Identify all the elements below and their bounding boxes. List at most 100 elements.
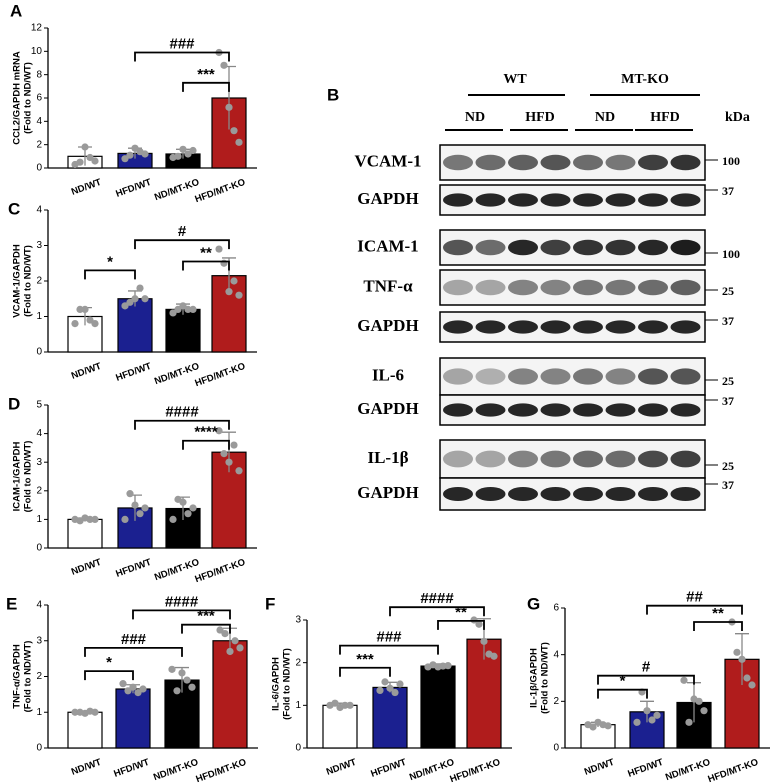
blot-band <box>605 154 636 171</box>
row-label: GAPDH <box>357 399 418 418</box>
significance-label: *** <box>197 608 215 625</box>
y-tick-label: 3 <box>295 615 301 626</box>
blot-band <box>670 320 701 334</box>
x-tick-label: ND/MT-KO <box>153 361 201 387</box>
significance-bracket <box>181 623 231 634</box>
data-point <box>179 302 187 310</box>
row-label: IL-1β <box>367 448 408 467</box>
x-tick-label: HFD/MT-KO <box>194 361 247 389</box>
blot-band <box>508 368 538 385</box>
significance-label: * <box>107 253 113 270</box>
data-point <box>386 684 394 692</box>
y-tick-label: 0 <box>553 743 559 754</box>
unit-label: kDa <box>725 110 750 125</box>
y-tick-label: 6 <box>36 93 42 104</box>
x-tick-label: HFD/WT <box>112 757 151 780</box>
significance-bracket <box>134 51 230 62</box>
significance-label: ### <box>376 629 402 646</box>
data-point <box>178 669 186 677</box>
x-tick-label: ND/MT-KO <box>664 757 712 783</box>
blot-band <box>540 193 571 207</box>
marker-label: 25 <box>722 284 734 298</box>
y-axis-label: IL-6/GAPDH <box>271 657 282 711</box>
x-tick-label: HFD/MT-KO <box>194 177 247 205</box>
x-tick-label: ND/MT-KO <box>152 757 200 783</box>
data-point <box>121 302 129 310</box>
bar <box>67 518 103 549</box>
data-point <box>331 699 339 707</box>
y-axis-label: VCAM-1/GAPDH <box>12 244 23 318</box>
significance-bracket <box>597 688 648 699</box>
significance-label: ### <box>121 631 147 648</box>
blot-band <box>573 368 603 385</box>
blot-band <box>540 368 571 385</box>
data-point <box>695 697 703 705</box>
data-point <box>136 284 144 292</box>
blot-band <box>508 193 538 207</box>
data-point <box>189 305 197 313</box>
blot-band <box>605 239 636 256</box>
significance-bracket <box>646 604 743 615</box>
y-axis-label: IL-1β/GAPDH <box>529 648 540 708</box>
data-point <box>216 626 224 634</box>
data-point <box>220 450 228 458</box>
y-axis-label: (Fold to ND/WT) <box>23 441 34 513</box>
x-tick-label: HFD/MT-KO <box>449 757 502 784</box>
row-label: IL-6 <box>372 365 404 384</box>
data-point <box>179 498 187 506</box>
y-axis-label: (Fold to ND/WT) <box>540 642 551 714</box>
data-point <box>86 515 94 524</box>
data-point <box>743 674 751 682</box>
blot-band <box>475 193 506 207</box>
data-point <box>475 620 483 628</box>
significance-label: ## <box>686 589 703 606</box>
x-tick-label: ND/WT <box>70 757 103 778</box>
data-point <box>444 662 452 670</box>
data-point <box>235 467 243 475</box>
blot-band <box>638 403 668 417</box>
blot-band <box>605 279 636 296</box>
y-tick-label: 0 <box>36 347 42 358</box>
data-point <box>230 277 238 285</box>
data-point <box>81 305 89 313</box>
significance-label: # <box>178 223 187 240</box>
data-point <box>131 295 139 303</box>
blot-band <box>475 320 506 334</box>
blot-band <box>443 279 473 296</box>
x-tick-label: ND/MT-KO <box>153 177 201 203</box>
group-label: MT-KO <box>621 72 669 87</box>
data-point <box>119 680 127 688</box>
panel-label: G <box>527 594 540 613</box>
y-axis-label: TNF-α/GAPDH <box>12 644 23 709</box>
data-point <box>91 320 99 328</box>
bar <box>212 640 248 749</box>
significance-label: **** <box>194 424 218 441</box>
bar <box>420 665 456 749</box>
data-point <box>139 685 147 693</box>
marker-label: 37 <box>722 394 734 408</box>
data-point <box>225 458 233 466</box>
data-point <box>169 309 177 317</box>
blot-band <box>638 320 668 334</box>
y-tick-label: 0 <box>36 163 42 174</box>
blot-band <box>638 193 668 207</box>
data-point <box>131 144 139 152</box>
significance-bracket <box>134 239 230 250</box>
significance-label: #### <box>165 404 199 421</box>
data-point <box>126 490 134 498</box>
y-tick-label: 2 <box>36 671 42 682</box>
blot-band <box>475 279 506 296</box>
blot-band <box>605 486 636 502</box>
blot-band <box>540 486 571 502</box>
data-point <box>71 320 79 328</box>
panel-label: E <box>6 594 17 613</box>
blot-band <box>540 403 571 417</box>
significance-bracket <box>84 269 136 280</box>
y-tick-label: 2 <box>553 696 559 707</box>
blot-band <box>443 450 473 468</box>
data-point <box>236 644 244 652</box>
y-axis-label: CCL2/GAPDH mRNA <box>12 51 23 145</box>
marker-label: 25 <box>722 374 734 388</box>
blot-band <box>443 486 473 502</box>
data-point <box>189 504 197 512</box>
